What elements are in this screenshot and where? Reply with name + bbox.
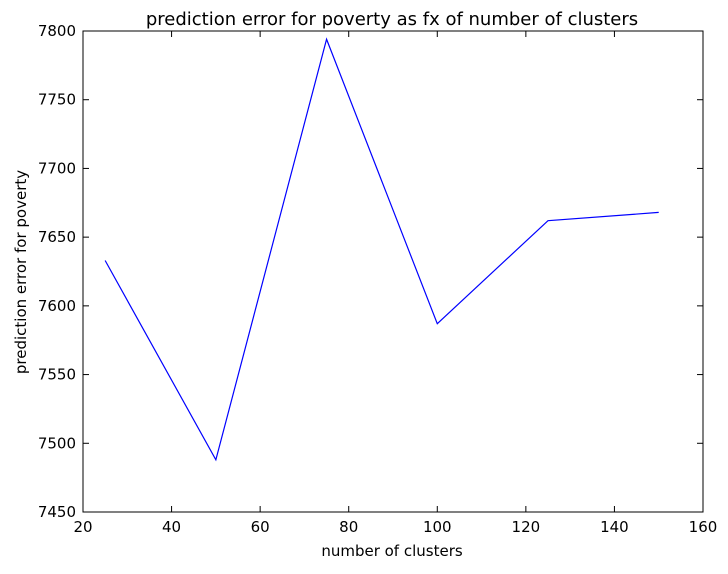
series-line xyxy=(104,37,659,462)
y-axis-label: prediction error for poverty xyxy=(12,170,30,374)
x-tick-label: 120 xyxy=(512,518,541,536)
series-layer xyxy=(104,37,659,462)
y-tick-label: 7800 xyxy=(38,22,76,40)
x-tick-label: 80 xyxy=(339,518,358,536)
plot-area xyxy=(83,31,703,512)
x-tick-label: 40 xyxy=(162,518,181,536)
y-tick-label: 7500 xyxy=(38,434,76,452)
x-tick-label: 160 xyxy=(689,518,718,536)
plot-frame xyxy=(82,30,704,513)
x-tick-label: 140 xyxy=(600,518,629,536)
y-tick-label: 7700 xyxy=(38,159,76,177)
y-tick-label: 7750 xyxy=(38,91,76,109)
x-axis-label: number of clusters xyxy=(321,542,463,560)
y-tick-label: 7450 xyxy=(38,503,76,521)
y-axis-ticks: 7450 7500 7550 7600 7650 7700 7750 7800 xyxy=(38,22,703,521)
y-tick-label: 7600 xyxy=(38,297,76,315)
x-axis-ticks: 20 40 60 80 100 120 140 160 xyxy=(73,31,717,536)
x-tick-label: 60 xyxy=(251,518,270,536)
chart-title: prediction error for poverty as fx of nu… xyxy=(146,9,638,30)
x-tick-label: 100 xyxy=(423,518,452,536)
y-tick-label: 7550 xyxy=(38,366,76,384)
y-tick-label: 7650 xyxy=(38,228,76,246)
x-tick-label: 20 xyxy=(73,518,92,536)
